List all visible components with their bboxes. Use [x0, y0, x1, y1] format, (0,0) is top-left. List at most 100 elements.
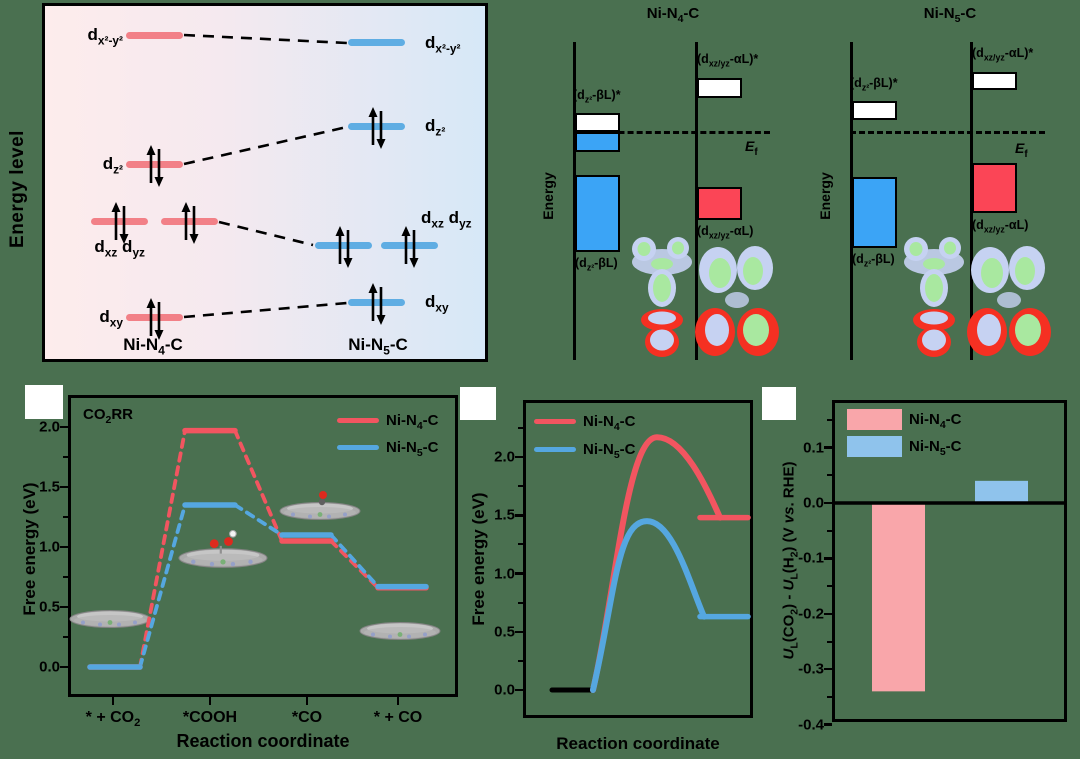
legend-entry: Ni-N4-C — [337, 412, 439, 431]
group-label: Ni-N5-C — [348, 335, 408, 358]
legend-label: Ni-N5-C — [583, 441, 636, 461]
energy-level-dx2-y2-Ni-N4-C — [126, 32, 183, 39]
y-major-tick — [824, 446, 832, 449]
energy-level-axis-label: Energy level — [7, 130, 28, 248]
x-major-tick — [305, 697, 309, 705]
legend-entry: Ni-N5-C — [847, 436, 962, 457]
spin-down-arrow — [119, 234, 128, 244]
x-category-label: * + CO2 — [85, 709, 141, 730]
band-title: Ni-N4-C — [646, 5, 700, 25]
energy-axis-label: Energy — [540, 172, 556, 220]
y-tick-label: -0.1 — [798, 549, 824, 567]
legend-entry: Ni-N5-C — [534, 441, 636, 461]
energy-level-dxz-Ni-N5-C — [315, 242, 372, 249]
electron-pair-arrows-dxy — [146, 298, 163, 340]
spin-up-arrow — [181, 202, 190, 212]
y-minor-tick — [518, 543, 523, 546]
legend-label: Ni-N5-C — [386, 439, 439, 459]
fermi-level-label: Ef — [1015, 140, 1028, 160]
band-box-dxzyz-antibonding — [972, 72, 1017, 90]
band-box-dz2-bonding — [575, 175, 620, 252]
cover-square-1 — [460, 387, 496, 420]
band-diagram-ni-n4-c: Ni-N4-C Energy Ef (dz²-βL)* (dz²-βL) (dxz/yz-… — [535, 0, 783, 378]
band-box-label: (dxz/yz-αL)* — [697, 52, 759, 69]
connector-dash — [183, 33, 348, 45]
x-category-label: *COOH — [182, 709, 238, 726]
legend-swatch — [534, 418, 576, 425]
spin-up-arrow — [146, 298, 155, 308]
y-major-tick — [824, 557, 832, 560]
band-diagram-ni-n5-c: Ni-N5-C Energy Ef (dz²-βL)* (dz²-βL) (dxz/yz-… — [812, 0, 1060, 378]
fermi-level-line — [573, 131, 770, 134]
plot-canvas — [835, 480, 1064, 692]
y-minor-tick — [827, 418, 832, 421]
bar-bar_pink — [872, 503, 925, 692]
spin-up-arrow — [368, 107, 377, 117]
y-minor-tick — [63, 576, 68, 578]
orbital-label: dx²-y² — [425, 33, 461, 56]
electron-pair-arrows-dxz — [111, 202, 128, 244]
legend-swatch — [847, 436, 902, 457]
legend-swatch — [337, 417, 379, 424]
band-box-label: (dz²-βL) — [575, 256, 618, 273]
cover-square-2 — [762, 387, 796, 420]
energy-level-dyz-Ni-N4-C — [161, 218, 218, 225]
plot-frame: Ni-N4-C Ni-N5-C — [523, 400, 753, 718]
legend-entry: Ni-N4-C — [534, 413, 636, 432]
legend-swatch — [337, 444, 379, 451]
spin-up-arrow — [146, 145, 155, 155]
x-major-tick — [208, 697, 212, 705]
cover-square-0 — [25, 385, 63, 419]
spin-down-arrow — [154, 330, 163, 340]
y-major-tick — [60, 545, 68, 549]
band-box-label: (dz²-βL)* — [850, 76, 898, 93]
connector-dash — [183, 301, 348, 319]
y-major-tick — [515, 572, 523, 575]
y-tick-label: 2.0 — [39, 418, 60, 436]
orbital-label: dz² — [102, 154, 123, 177]
band-box-dxzyz-antibonding — [697, 78, 742, 98]
y-axis-label: Free energy (eV) — [20, 482, 39, 616]
co2rr-free-energy-chart: Free energy (eV) Reaction coordinate — [10, 385, 480, 759]
legend-swatch — [534, 446, 576, 453]
legend-swatch — [847, 409, 902, 430]
spin-up-arrow — [335, 226, 344, 236]
y-axis-label: UL(CO2) - UL(H2) (V vs. RHE) — [780, 461, 801, 660]
y-tick-label: 0.0 — [803, 494, 824, 512]
energy-level-dxy-Ni-N5-C — [348, 299, 405, 306]
legend-label: Ni-N4-C — [909, 411, 962, 431]
molecule-inset-bare-catalyst-2 — [359, 622, 441, 640]
band-box-dz2-bonding — [852, 177, 897, 248]
x-axis-label: Reaction coordinate — [556, 734, 720, 753]
orbital-label: dxy — [99, 307, 123, 330]
level-connector-lines — [183, 33, 348, 319]
y-major-tick — [824, 612, 832, 616]
y-tick-label: -0.3 — [798, 660, 824, 678]
connector-dash — [183, 125, 348, 166]
connector-Ni-N4-C — [138, 428, 187, 669]
band-box-dz2-antibonding-occupied — [575, 132, 620, 152]
d-orbital-splitting-panel: dx²-y² dx²-y² dz² dz² dxz dyz dxz dyz dxy dxy Ni… — [42, 3, 488, 362]
molecule-inset-co-adsorbed — [279, 491, 361, 520]
y-minor-tick — [63, 516, 68, 518]
group-label: Ni-N4-C — [123, 335, 183, 358]
energy-level-dz2-Ni-N4-C — [126, 161, 183, 168]
connector-Ni-N5-C — [233, 503, 284, 537]
plot-canvas — [69, 427, 441, 670]
connector-Ni-N5-C — [329, 533, 380, 589]
x-axis-label: Reaction coordinate — [176, 731, 350, 751]
electron-pair-arrows-dz2 — [368, 107, 385, 149]
spin-up-arrow — [111, 202, 120, 212]
y-tick-label: 0.1 — [803, 439, 824, 457]
y-minor-tick — [827, 640, 832, 643]
y-minor-tick — [63, 456, 68, 458]
y-minor-tick — [827, 474, 832, 477]
orbital-label: dxy — [425, 292, 449, 315]
band-box-dxzyz-bonding — [972, 163, 1017, 213]
y-major-tick — [515, 455, 523, 459]
spin-down-arrow — [376, 139, 385, 149]
energy-axis-label: Energy — [817, 172, 833, 220]
connector-Ni-N4-C — [233, 428, 284, 543]
y-minor-tick — [518, 601, 523, 604]
